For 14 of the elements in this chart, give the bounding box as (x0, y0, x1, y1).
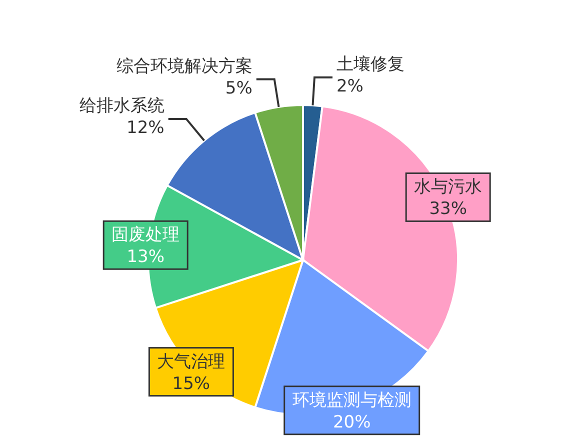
slice-label: 环境监测与检测 (292, 390, 412, 410)
data-label: 5% (225, 78, 252, 98)
data-label: 20% (332, 412, 371, 432)
data-label: 2% (336, 76, 364, 96)
slice-label: 大气治理 (157, 352, 226, 372)
data-label: 33% (429, 199, 467, 220)
slice-label: 综合环境解决方案 (116, 56, 252, 76)
slice-label: 土壤修复 (336, 54, 404, 74)
slice-label: 水与污水 (414, 177, 482, 198)
slice-label: 给排水系统 (79, 96, 164, 116)
data-label: 12% (126, 118, 164, 138)
data-label: 15% (172, 374, 210, 394)
data-label: 13% (126, 247, 164, 268)
slice-label: 固废处理 (112, 225, 180, 246)
